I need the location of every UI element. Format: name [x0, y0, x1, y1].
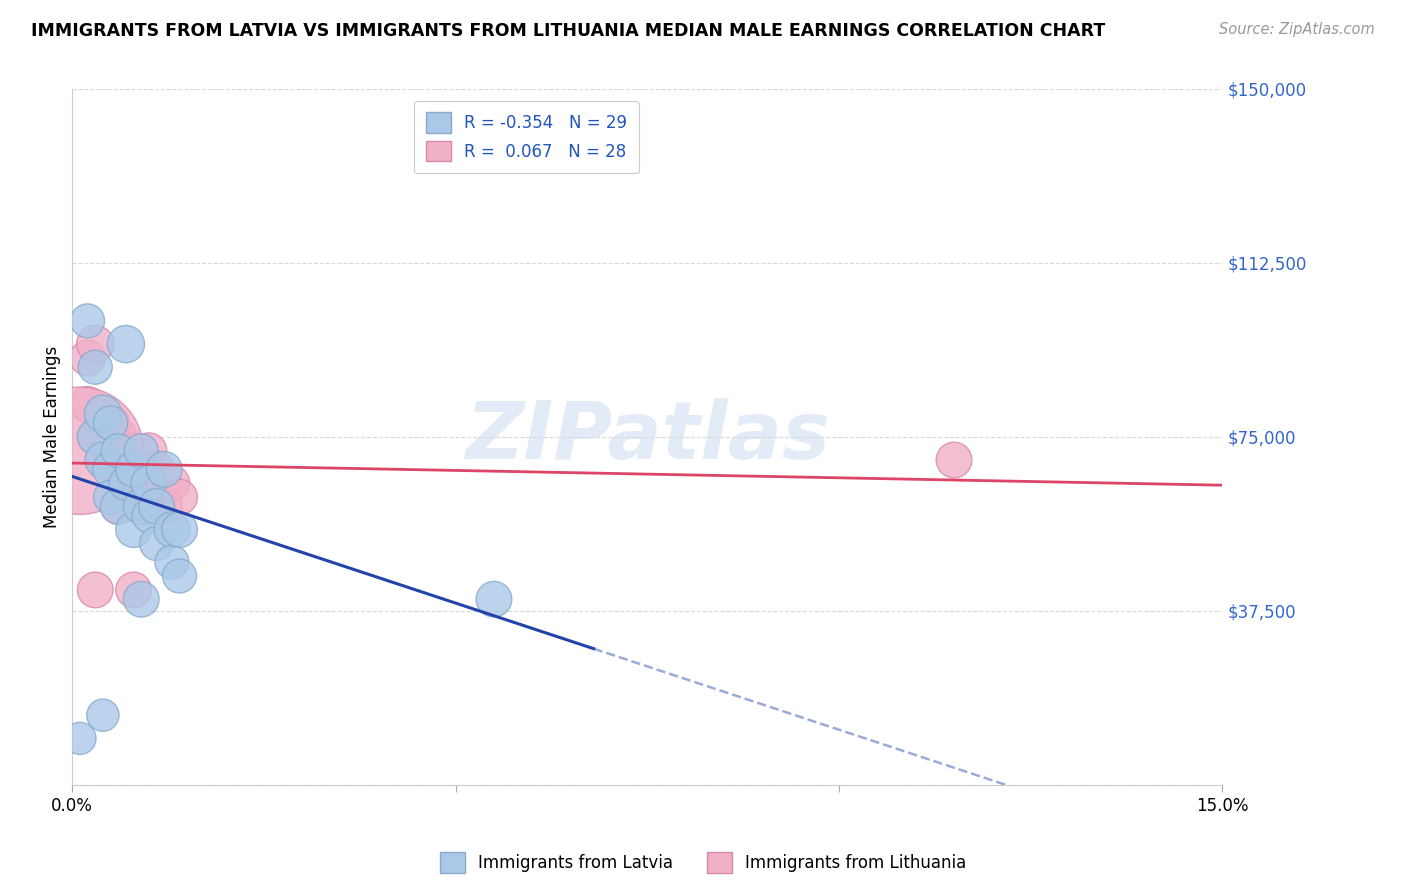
- Point: [482, 592, 505, 607]
- Point: [100, 462, 122, 476]
- Point: [91, 407, 114, 421]
- Point: [138, 476, 160, 491]
- Point: [115, 337, 138, 351]
- Point: [115, 453, 138, 467]
- Point: [122, 443, 145, 458]
- Point: [122, 462, 145, 476]
- Point: [100, 490, 122, 504]
- Point: [129, 500, 152, 514]
- Point: [122, 523, 145, 537]
- Point: [153, 462, 176, 476]
- Point: [107, 500, 129, 514]
- Text: IMMIGRANTS FROM LATVIA VS IMMIGRANTS FROM LITHUANIA MEDIAN MALE EARNINGS CORRELA: IMMIGRANTS FROM LATVIA VS IMMIGRANTS FRO…: [31, 22, 1105, 40]
- Point: [115, 476, 138, 491]
- Point: [100, 416, 122, 430]
- Point: [153, 500, 176, 514]
- Point: [943, 453, 966, 467]
- Point: [153, 476, 176, 491]
- Point: [129, 443, 152, 458]
- Point: [91, 407, 114, 421]
- Point: [91, 708, 114, 723]
- Point: [76, 351, 98, 365]
- Point: [107, 430, 129, 444]
- Y-axis label: Median Male Earnings: Median Male Earnings: [44, 346, 60, 528]
- Text: Source: ZipAtlas.com: Source: ZipAtlas.com: [1219, 22, 1375, 37]
- Point: [84, 337, 107, 351]
- Point: [107, 462, 129, 476]
- Point: [129, 462, 152, 476]
- Point: [138, 508, 160, 523]
- Point: [160, 476, 183, 491]
- Point: [100, 416, 122, 430]
- Text: ZIPatlas: ZIPatlas: [465, 398, 830, 475]
- Point: [122, 476, 145, 491]
- Point: [169, 523, 191, 537]
- Point: [129, 592, 152, 607]
- Point: [169, 569, 191, 583]
- Point: [107, 443, 129, 458]
- Point: [100, 443, 122, 458]
- Point: [107, 500, 129, 514]
- Point: [76, 314, 98, 328]
- Point: [69, 731, 91, 746]
- Legend: R = -0.354   N = 29, R =  0.067   N = 28: R = -0.354 N = 29, R = 0.067 N = 28: [415, 101, 638, 173]
- Point: [145, 536, 167, 550]
- Point: [138, 443, 160, 458]
- Point: [84, 430, 107, 444]
- Point: [84, 430, 107, 444]
- Point: [91, 453, 114, 467]
- Point: [69, 443, 91, 458]
- Point: [84, 360, 107, 375]
- Point: [138, 476, 160, 491]
- Point: [160, 523, 183, 537]
- Legend: Immigrants from Latvia, Immigrants from Lithuania: Immigrants from Latvia, Immigrants from …: [433, 846, 973, 880]
- Point: [160, 555, 183, 569]
- Point: [145, 462, 167, 476]
- Point: [115, 476, 138, 491]
- Point: [76, 397, 98, 411]
- Point: [145, 500, 167, 514]
- Point: [169, 490, 191, 504]
- Point: [91, 453, 114, 467]
- Point: [84, 582, 107, 597]
- Point: [145, 490, 167, 504]
- Point: [122, 582, 145, 597]
